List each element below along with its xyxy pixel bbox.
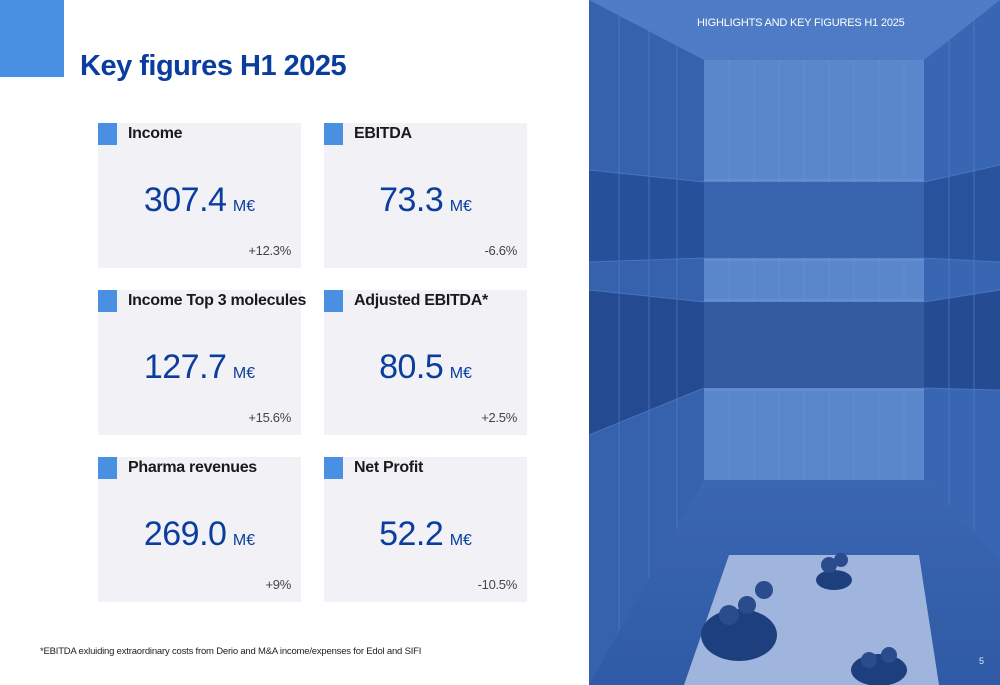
card-value: 127.7 M€ [98, 348, 301, 387]
page-title: Key figures H1 2025 [80, 50, 347, 82]
card-value-number: 307.4 [143, 181, 227, 219]
card-value-unit: M€ [449, 365, 472, 382]
page-number: 5 [978, 656, 984, 666]
card-accent [324, 123, 343, 145]
card-income-top3: Income Top 3 molecules 127.7 M€ +15.6% [98, 290, 306, 435]
card-label: EBITDA [354, 125, 412, 142]
card-ebitda: EBITDA 73.3 M€ -6.6% [324, 123, 527, 268]
section-header: HIGHLIGHTS AND KEY FIGURES H1 2025 [697, 17, 905, 29]
card-value-number: 269.0 [143, 515, 227, 553]
card-accent [98, 457, 117, 479]
card-label: Adjusted EBITDA* [354, 292, 488, 309]
card-change: -6.6% [484, 243, 518, 258]
card-value: 269.0 M€ [98, 515, 301, 554]
card-net-profit: Net Profit 52.2 M€ -10.5% [324, 457, 527, 602]
card-value-unit: M€ [232, 532, 256, 549]
card-adjusted-ebitda: Adjusted EBITDA* 80.5 M€ +2.5% [324, 290, 527, 435]
card-value-number: 80.5 [379, 348, 444, 386]
card-label: Pharma revenues [128, 459, 257, 476]
card-value: 307.4 M€ [98, 181, 301, 220]
card-value-unit: M€ [232, 365, 256, 382]
card-change: -10.5% [477, 577, 518, 592]
card-value: 52.2 M€ [324, 515, 527, 554]
card-value-unit: M€ [449, 532, 472, 549]
card-change: +9% [265, 577, 292, 592]
card-accent [324, 290, 343, 312]
card-pharma-revenues: Pharma revenues 269.0 M€ +9% [98, 457, 301, 602]
card-value: 80.5 M€ [324, 348, 527, 387]
card-accent [98, 290, 117, 312]
card-label: Net Profit [354, 459, 424, 476]
corner-accent-block [0, 0, 64, 77]
card-value-number: 73.3 [379, 181, 444, 219]
card-income: Income 307.4 M€ +12.3% [98, 123, 301, 268]
card-accent [98, 123, 117, 145]
card-value-number: 127.7 [143, 348, 227, 386]
card-label: Income [128, 125, 183, 142]
card-change: +2.5% [481, 410, 517, 425]
card-value-number: 52.2 [379, 515, 444, 553]
atrium-photo: HIGHLIGHTS AND KEY FIGURES H1 2025 5 [589, 0, 1000, 685]
card-value-unit: M€ [449, 198, 472, 215]
card-value: 73.3 M€ [324, 181, 527, 220]
card-change: +12.3% [248, 243, 291, 258]
card-change: +15.6% [248, 410, 291, 425]
card-value-unit: M€ [232, 198, 256, 215]
card-label: Income Top 3 molecules [128, 292, 307, 309]
footnote: *EBITDA exluiding extraordinary costs fr… [40, 646, 422, 657]
card-accent [324, 457, 343, 479]
atrium-illustration [589, 0, 1000, 685]
